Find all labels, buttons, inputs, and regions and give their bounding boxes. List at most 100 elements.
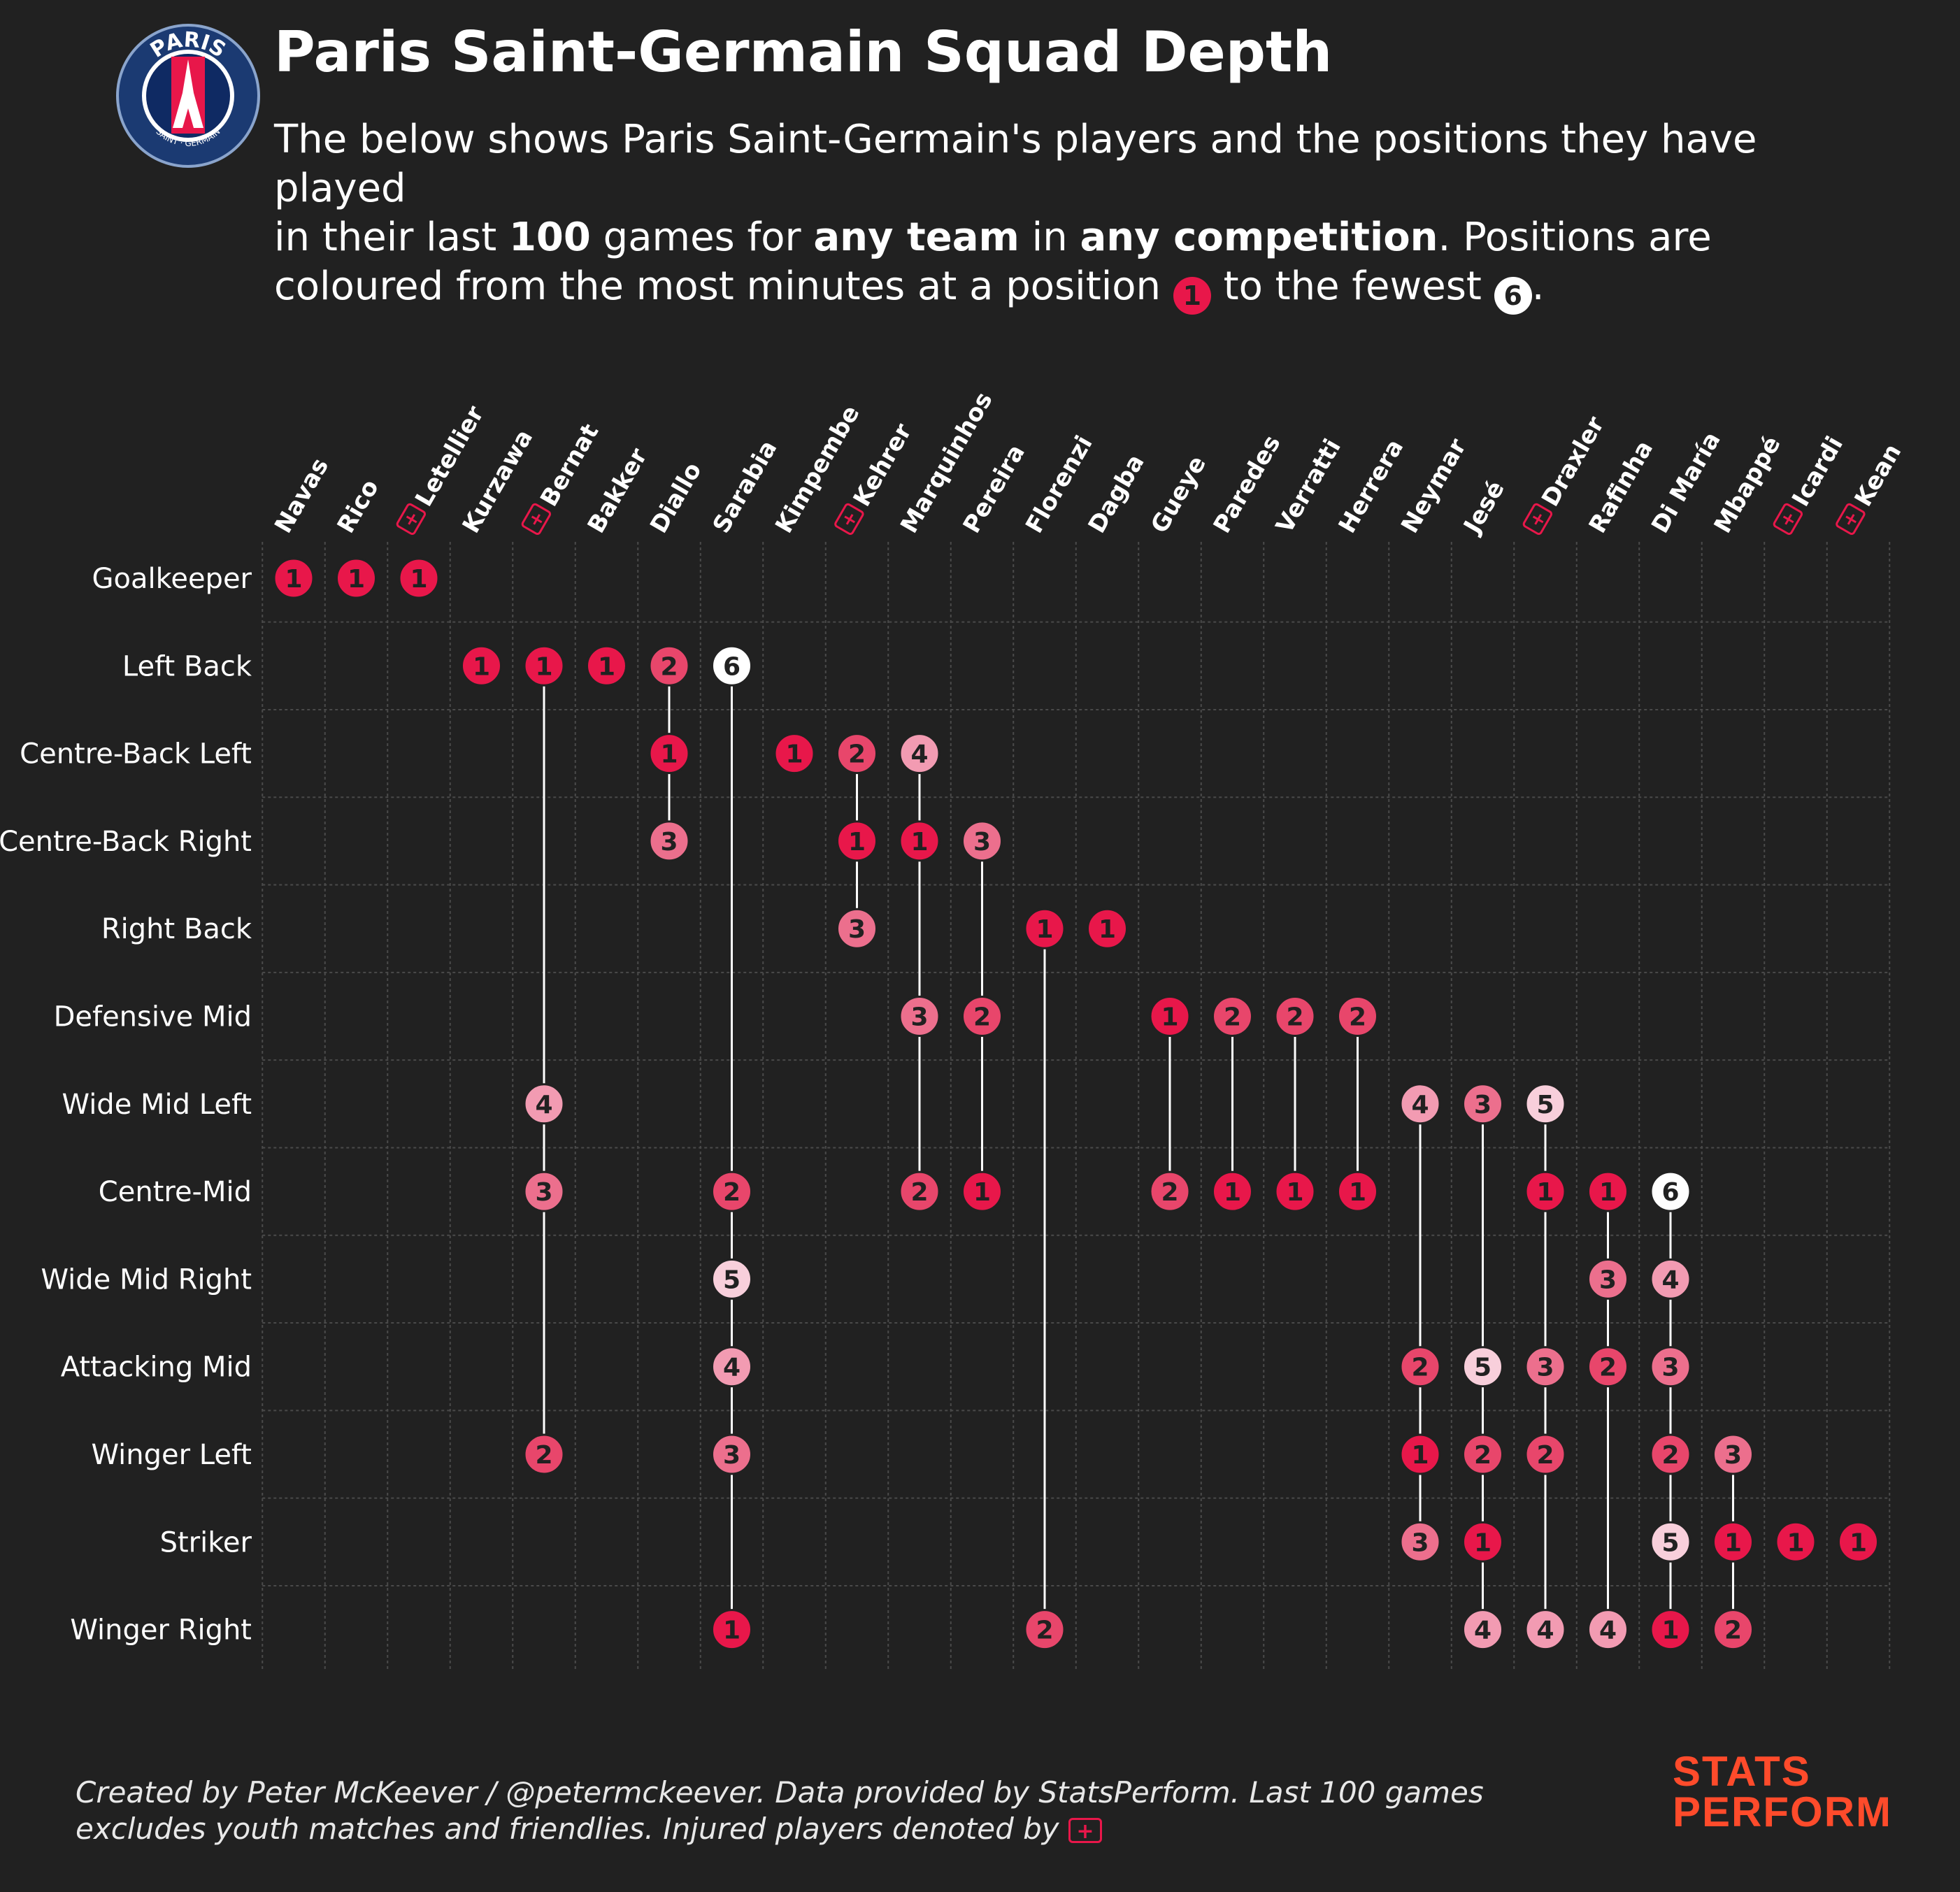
rank-marker: [899, 996, 940, 1037]
player-label-group: Jesé: [1458, 476, 1510, 539]
rank-marker: [1650, 1170, 1691, 1212]
rank-label: 3: [1474, 1091, 1492, 1119]
rank-marker: [836, 908, 878, 949]
rank-marker: [1149, 996, 1191, 1037]
player-label: Dagba: [1083, 450, 1150, 538]
rank-label: 5: [723, 1266, 741, 1294]
rank-marker: [1650, 1346, 1691, 1388]
rank-marker: [1524, 1083, 1566, 1125]
footer-line-2: excludes youth matches and friendlies. I…: [76, 1811, 1484, 1850]
rank-label: 1: [1161, 1003, 1178, 1032]
rank-marker: [961, 996, 1003, 1037]
rank-label: 2: [973, 1003, 991, 1032]
subtitle-line-3: coloured from the most minutes at a posi…: [274, 262, 1882, 315]
rank-label: 1: [473, 652, 490, 681]
rank-marker: [1712, 1433, 1754, 1475]
rank-label: 1: [1099, 915, 1116, 944]
legend-most-marker: 1: [1173, 277, 1211, 315]
chart-subtitle: The below shows Paris Saint-Germain's pl…: [274, 115, 1882, 315]
rank-label: 6: [1661, 1178, 1679, 1207]
rank-marker: [1337, 1170, 1378, 1212]
rank-marker: [1462, 1083, 1503, 1125]
rank-label: 3: [910, 1003, 928, 1032]
rank-label: 4: [1661, 1266, 1679, 1294]
rank-marker: [961, 820, 1003, 862]
position-label: Defensive Mid: [54, 1001, 252, 1033]
rank-marker: [1462, 1346, 1503, 1388]
player-label: Diallo: [645, 458, 707, 538]
rank-marker: [648, 645, 690, 687]
rank-label: 3: [1536, 1354, 1554, 1382]
footer-line-1: Created by Peter McKeever / @petermckeev…: [76, 1775, 1484, 1809]
rank-marker: [1524, 1170, 1566, 1212]
rank-marker: [1524, 1609, 1566, 1651]
rank-label: 1: [1850, 1528, 1867, 1557]
rank-marker: [1462, 1521, 1503, 1563]
rank-label: 2: [1536, 1441, 1554, 1470]
rank-marker: [711, 645, 752, 687]
rank-marker: [1838, 1521, 1879, 1563]
rank-marker: [1399, 1521, 1441, 1563]
rank-marker: [1587, 1170, 1629, 1212]
position-label: Winger Left: [91, 1439, 252, 1471]
rank-label: 3: [973, 828, 991, 857]
rank-marker: [1775, 1521, 1817, 1563]
rank-marker: [961, 1170, 1003, 1212]
rank-marker: [1212, 996, 1253, 1037]
rank-label: 1: [1224, 1178, 1241, 1207]
rank-label: 2: [1161, 1178, 1178, 1207]
rank-marker: [648, 820, 690, 862]
injury-icon: +: [396, 503, 427, 536]
rank-marker: [1274, 1170, 1316, 1212]
rank-marker: [899, 820, 940, 862]
rank-marker: [1399, 1083, 1441, 1125]
rank-marker: [1149, 1170, 1191, 1212]
player-label-group: Pereira: [958, 440, 1031, 538]
rank-marker: [273, 557, 315, 599]
player-label: Gueye: [1145, 451, 1212, 538]
rank-label: 1: [285, 565, 302, 594]
rank-label: 1: [1286, 1178, 1303, 1207]
player-label: Rico: [332, 475, 385, 538]
rank-marker: [1212, 1170, 1253, 1212]
rank-label: 4: [723, 1354, 741, 1382]
logo-line-1: STATS: [1673, 1748, 1811, 1795]
injury-icon: [1068, 1814, 1102, 1850]
position-label: Goalkeeper: [92, 563, 252, 595]
player-label-group: Diallo: [645, 458, 707, 538]
position-label: Right Back: [101, 913, 252, 945]
player-label: Kean: [1850, 439, 1908, 511]
rank-marker: [1650, 1258, 1691, 1300]
rank-label: 3: [1599, 1266, 1617, 1294]
rank-marker: [1650, 1433, 1691, 1475]
rank-label: 1: [535, 652, 552, 681]
rank-marker: [1274, 996, 1316, 1037]
rank-label: 4: [1536, 1617, 1554, 1645]
rank-marker: [1399, 1433, 1441, 1475]
position-label: Attacking Mid: [61, 1352, 252, 1384]
rank-label: 1: [848, 828, 866, 857]
rank-label: 1: [1411, 1441, 1429, 1470]
rank-marker: [1399, 1346, 1441, 1388]
rank-label: 2: [848, 740, 866, 769]
player-label-group: +Kean: [1836, 439, 1908, 536]
rank-marker: [1712, 1609, 1754, 1651]
rank-label: 4: [1474, 1617, 1492, 1645]
rank-label: 3: [1411, 1528, 1429, 1557]
rank-label: 2: [1411, 1354, 1429, 1382]
position-label: Winger Right: [70, 1614, 252, 1647]
rank-marker: [1462, 1433, 1503, 1475]
player-label: Pereira: [958, 440, 1031, 538]
rank-label: 2: [1286, 1003, 1303, 1032]
rank-label: 1: [910, 828, 928, 857]
rank-label: 5: [1661, 1528, 1679, 1557]
rank-label: 6: [723, 652, 741, 681]
rank-marker: [836, 820, 878, 862]
rank-marker: [523, 1170, 565, 1212]
rank-label: 5: [1474, 1354, 1492, 1382]
rank-marker: [1524, 1433, 1566, 1475]
rank-marker: [1650, 1521, 1691, 1563]
rank-marker: [711, 1433, 752, 1475]
rank-label: 1: [1724, 1528, 1742, 1557]
rank-label: 1: [1474, 1528, 1492, 1557]
